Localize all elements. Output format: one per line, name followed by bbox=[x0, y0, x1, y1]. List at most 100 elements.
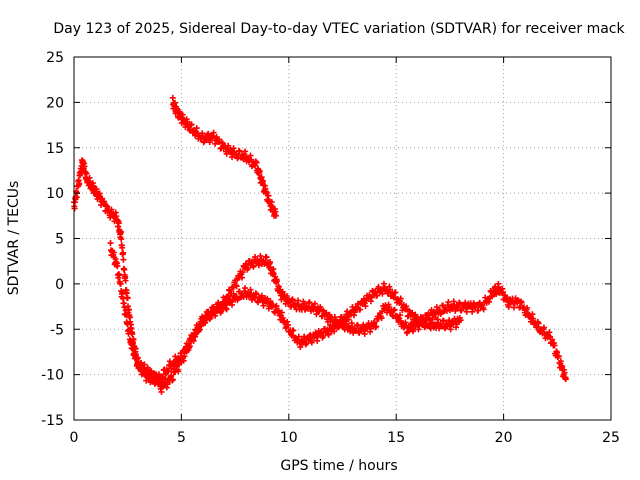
data-series bbox=[71, 94, 569, 395]
data-point bbox=[90, 182, 97, 189]
data-point bbox=[378, 315, 385, 322]
ticks: 0 5 10 15 20 25 25 20 15 10 5 0 -5 -10 -15 bbox=[41, 50, 620, 446]
data-point bbox=[311, 300, 318, 307]
x-axis-label: GPS time / hours bbox=[280, 458, 397, 474]
data-point bbox=[120, 256, 127, 263]
data-point bbox=[308, 339, 315, 346]
data-point bbox=[188, 121, 195, 128]
data-point bbox=[535, 320, 542, 327]
y-axis-label: SDTVAR / TECUs bbox=[6, 181, 22, 296]
data-point bbox=[223, 150, 230, 157]
data-point bbox=[360, 321, 367, 328]
data-point bbox=[107, 240, 114, 247]
data-point bbox=[273, 278, 280, 285]
data-point bbox=[357, 306, 364, 313]
data-point bbox=[268, 199, 275, 206]
data-point bbox=[158, 388, 165, 395]
data-point bbox=[120, 249, 127, 256]
data-point bbox=[387, 286, 394, 293]
x-tick-label: 0 bbox=[70, 430, 79, 446]
data-point bbox=[457, 317, 464, 324]
data-point bbox=[205, 130, 212, 137]
data-point bbox=[129, 339, 136, 346]
data-point bbox=[445, 299, 452, 306]
data-point bbox=[463, 308, 470, 315]
x-tick-label: 15 bbox=[387, 430, 405, 446]
data-point bbox=[114, 263, 121, 270]
data-point bbox=[555, 353, 562, 360]
data-point bbox=[71, 205, 78, 212]
data-point bbox=[562, 376, 569, 383]
data-point bbox=[530, 315, 537, 322]
data-point bbox=[122, 277, 129, 284]
data-point bbox=[534, 324, 541, 331]
data-point bbox=[480, 306, 487, 313]
data-point bbox=[303, 340, 310, 347]
data-point bbox=[81, 163, 88, 170]
data-point bbox=[117, 228, 124, 235]
data-point bbox=[245, 264, 252, 271]
data-point bbox=[391, 306, 398, 313]
x-tick-label: 25 bbox=[602, 430, 620, 446]
data-point bbox=[540, 324, 547, 331]
data-point bbox=[137, 360, 144, 367]
data-point bbox=[186, 343, 193, 350]
data-point bbox=[175, 368, 182, 375]
x-tick-label: 5 bbox=[177, 430, 186, 446]
data-point bbox=[218, 308, 225, 315]
y-tick-label: -10 bbox=[41, 368, 64, 384]
data-point bbox=[263, 254, 270, 261]
data-point bbox=[373, 323, 380, 330]
data-point bbox=[289, 296, 296, 303]
data-point bbox=[320, 332, 327, 339]
data-point bbox=[272, 212, 279, 219]
chart-title: Day 123 of 2025, Sidereal Day-to-day VTE… bbox=[53, 21, 625, 37]
data-point bbox=[130, 346, 137, 353]
x-tick-label: 20 bbox=[495, 430, 513, 446]
data-point bbox=[446, 317, 453, 324]
data-point bbox=[397, 295, 404, 302]
y-tick-label: -15 bbox=[41, 413, 64, 429]
data-point bbox=[83, 170, 90, 177]
data-point bbox=[278, 309, 285, 316]
data-point bbox=[258, 292, 265, 299]
data-point bbox=[192, 333, 199, 340]
data-point bbox=[265, 192, 272, 199]
data-point bbox=[397, 312, 404, 319]
y-tick-label: 25 bbox=[46, 50, 64, 66]
data-point bbox=[323, 309, 330, 316]
data-point bbox=[410, 328, 417, 335]
data-point bbox=[115, 220, 122, 227]
y-tick-label: 20 bbox=[46, 95, 64, 111]
data-point bbox=[427, 325, 434, 332]
data-point bbox=[119, 289, 126, 296]
data-point bbox=[462, 299, 469, 306]
data-point bbox=[116, 272, 123, 279]
data-point bbox=[184, 118, 191, 125]
data-point bbox=[325, 331, 332, 338]
data-point bbox=[121, 304, 128, 311]
data-point bbox=[125, 306, 132, 313]
data-point bbox=[423, 317, 430, 324]
data-point bbox=[86, 174, 93, 181]
data-point bbox=[236, 148, 243, 155]
data-point bbox=[379, 290, 386, 297]
data-point bbox=[306, 299, 313, 306]
data-point bbox=[250, 263, 257, 270]
y-tick-label: 0 bbox=[55, 277, 64, 293]
data-point bbox=[290, 327, 297, 334]
x-tick-label: 10 bbox=[280, 430, 298, 446]
data-point bbox=[256, 168, 263, 175]
data-point bbox=[429, 316, 436, 323]
data-point bbox=[169, 376, 176, 383]
data-point bbox=[242, 285, 249, 292]
y-tick-label: 5 bbox=[55, 232, 64, 248]
data-point bbox=[362, 303, 369, 310]
data-point bbox=[169, 94, 176, 101]
series-track-c bbox=[156, 280, 464, 395]
data-point bbox=[253, 159, 260, 166]
data-point bbox=[118, 236, 125, 243]
data-point bbox=[165, 368, 172, 375]
data-point bbox=[295, 333, 302, 340]
